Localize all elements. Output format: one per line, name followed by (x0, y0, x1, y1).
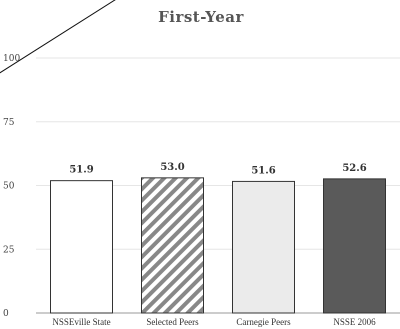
y-tick-label: 0 (3, 309, 9, 319)
bar (141, 177, 204, 314)
x-category-label: Selected Peers (146, 317, 199, 327)
decorative-diagonal-line (0, 0, 116, 74)
bar-value-label: 53.0 (160, 162, 184, 173)
y-tick-label: 75 (3, 118, 15, 128)
bar-value-label: 51.9 (69, 165, 93, 176)
y-tick-label: 25 (3, 245, 15, 255)
y-tick-label: 50 (3, 182, 15, 192)
x-category-label: Carnegie Peers (236, 317, 291, 327)
chart-title: First-Year (158, 8, 244, 26)
x-category-label: NSSE 2006 (333, 317, 376, 327)
y-tick-label: 100 (3, 54, 20, 64)
bar-value-label: 51.6 (251, 165, 275, 176)
bar (323, 178, 386, 314)
bar-value-label: 52.6 (342, 163, 366, 174)
bar (232, 180, 295, 314)
x-category-label: NSSEville State (52, 317, 110, 327)
bar (50, 180, 113, 314)
